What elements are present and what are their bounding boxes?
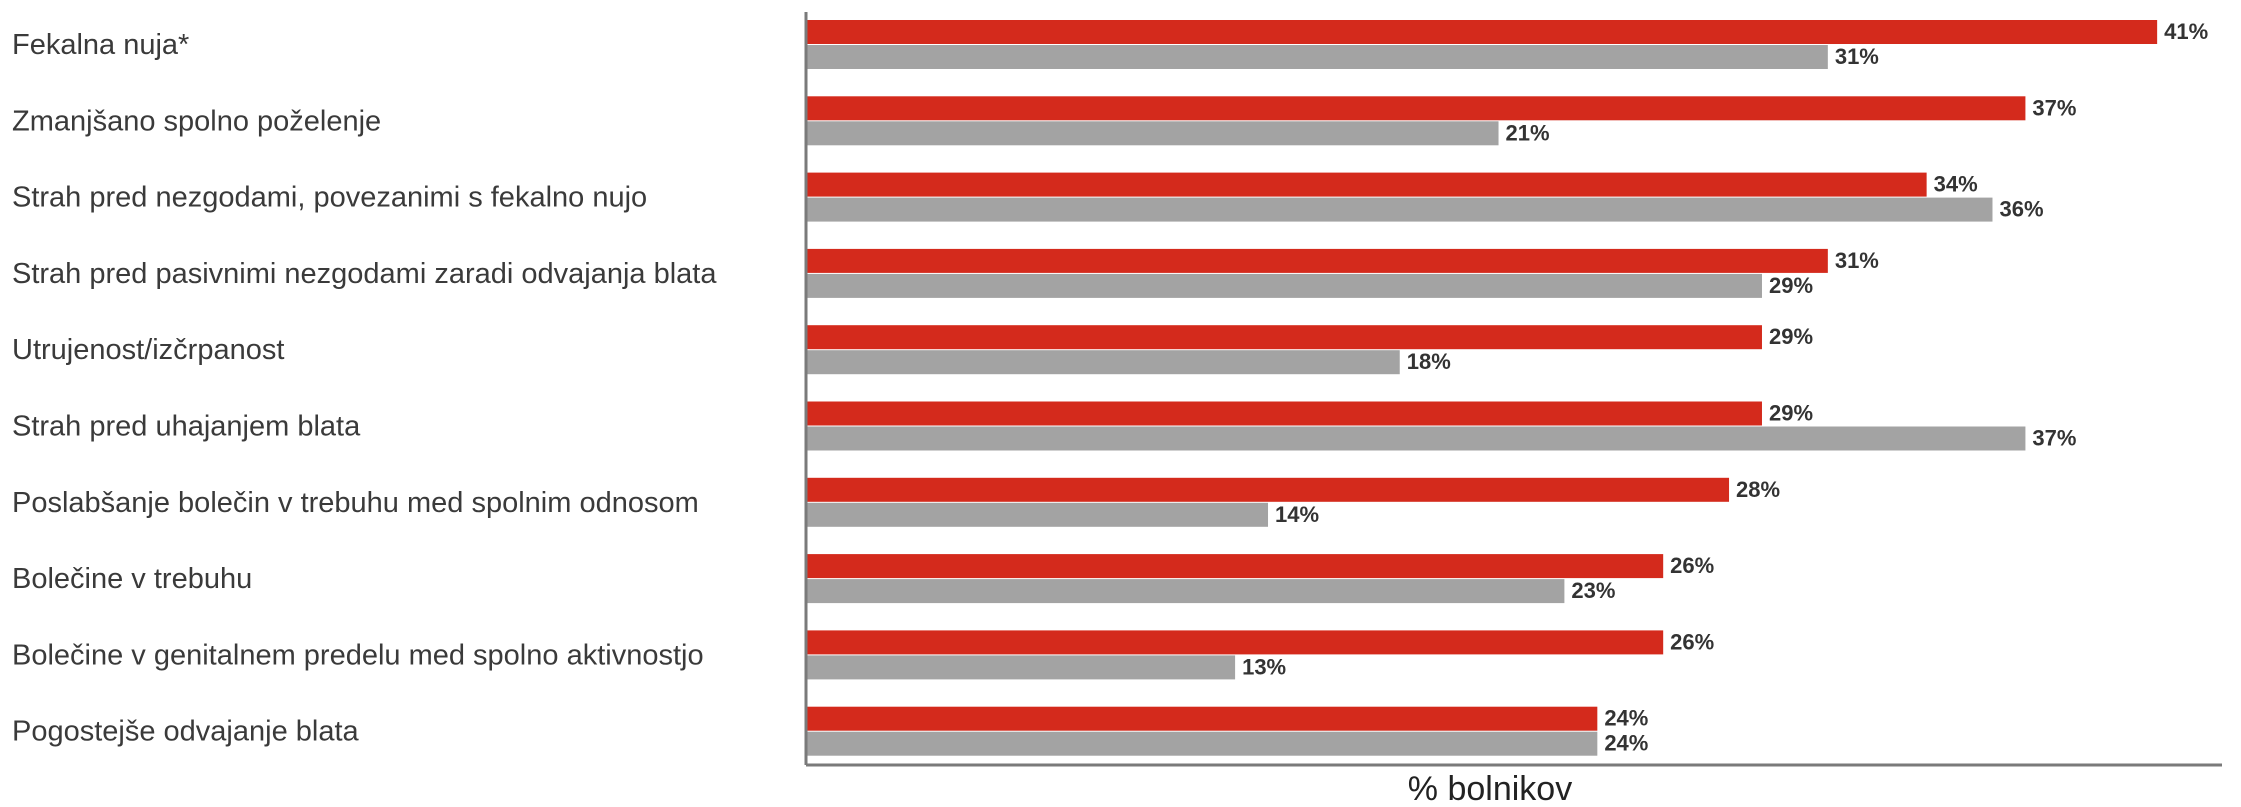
category-label: Fekalna nuja* xyxy=(12,29,189,61)
category-labels: Fekalna nuja* Zmanjšano spolno poželenje S… xyxy=(12,29,717,748)
bar-grey xyxy=(807,426,2026,451)
bar-red xyxy=(807,248,1828,273)
bar-value-label: 23% xyxy=(1571,578,1615,603)
bars xyxy=(807,20,2158,756)
bar-value-label: 41% xyxy=(2164,19,2208,44)
bar-value-label: 29% xyxy=(1769,401,1813,426)
category-label: Poslabšanje bolečin v trebuhu med spolni… xyxy=(12,487,699,519)
bar-grey xyxy=(807,579,1565,604)
bar-value-label: 24% xyxy=(1604,731,1648,756)
bar-grey xyxy=(807,502,1269,527)
bar-grey xyxy=(807,655,1236,680)
bar-value-label: 34% xyxy=(1934,172,1978,197)
bar-grey xyxy=(807,121,1499,146)
bar-grey xyxy=(807,273,1762,298)
category-label: Strah pred nezgodami, povezanimi s fekal… xyxy=(12,182,647,214)
bar-red xyxy=(807,477,1730,502)
bar-value-label: 28% xyxy=(1736,477,1780,502)
x-axis-title: % bolnikov xyxy=(1408,770,1572,807)
category-label: Strah pred uhajanjem blata xyxy=(12,411,361,443)
bar-value-label: 18% xyxy=(1407,349,1451,374)
bar-red xyxy=(807,96,2026,121)
bar-red xyxy=(807,630,1664,655)
category-label: Bolečine v trebuhu xyxy=(12,563,252,595)
bar-grey xyxy=(807,731,1598,756)
bar-grey xyxy=(807,45,1828,69)
bar-value-label: 14% xyxy=(1275,502,1319,527)
bar-grey xyxy=(807,350,1400,375)
category-label: Pogostejše odvajanje blata xyxy=(12,716,360,748)
bar-red xyxy=(807,401,1762,426)
bar-value-label: 37% xyxy=(2032,426,2076,451)
category-label: Utrujenost/izčrpanost xyxy=(12,334,284,366)
bar-red xyxy=(807,172,1927,197)
bar-value-label: 29% xyxy=(1769,324,1813,349)
category-label: Strah pred pasivnimi nezgodami zaradi od… xyxy=(12,258,717,290)
bar-red xyxy=(807,20,2158,44)
category-label: Bolečine v genitalnem predelu med spolno… xyxy=(12,639,704,671)
bar-value-label: 24% xyxy=(1604,706,1648,731)
bar-value-label: 13% xyxy=(1242,654,1286,679)
bar-value-label: 36% xyxy=(1999,197,2043,222)
bar-value-label: 26% xyxy=(1670,629,1714,654)
bar-red xyxy=(807,325,1762,350)
bar-value-label: 31% xyxy=(1835,248,1879,273)
bar-grey xyxy=(807,197,1993,222)
bar-red xyxy=(807,706,1598,731)
bar-red xyxy=(807,554,1664,579)
bar-value-label: 31% xyxy=(1835,44,1879,69)
category-label: Zmanjšano spolno poželenje xyxy=(12,105,381,137)
bar-value-label: 21% xyxy=(1506,120,1550,145)
bar-value-label: 29% xyxy=(1769,273,1813,298)
bar-value-label: 26% xyxy=(1670,553,1714,578)
bar-value-label: 37% xyxy=(2032,95,2076,120)
value-labels: 41% 31% 37% 21% 34% 36% 31% 29% 29% 18% 29% 37% 28% 1… xyxy=(1242,19,2208,756)
